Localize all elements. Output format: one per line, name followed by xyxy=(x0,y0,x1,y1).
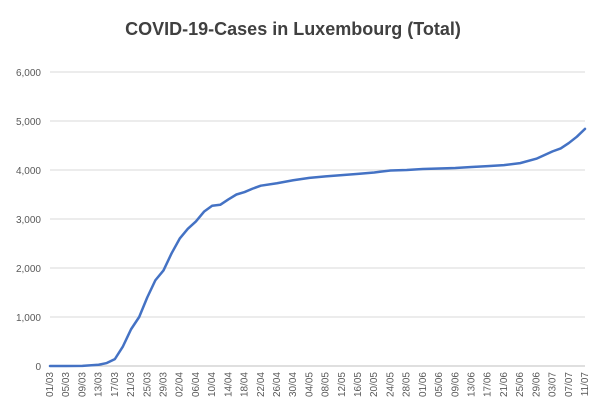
x-tick-label: 26/04 xyxy=(272,372,283,397)
x-tick-label: 17/06 xyxy=(483,372,494,397)
x-tick-label: 14/04 xyxy=(223,372,234,397)
x-tick-label: 25/03 xyxy=(142,372,153,397)
y-tick-label: 3,000 xyxy=(16,215,41,226)
x-tick-label: 21/06 xyxy=(499,372,510,397)
series-line xyxy=(48,127,587,368)
x-tick-label: 12/05 xyxy=(337,372,348,397)
x-tick-label: 30/04 xyxy=(288,372,299,397)
x-tick-label: 07/07 xyxy=(564,372,575,397)
x-tick-label: 09/03 xyxy=(77,372,88,397)
x-axis-tick-labels: 01/03 05/03 09/03 13/03 17/03 21/03 25/03 29/03… xyxy=(45,372,591,397)
x-tick-label: 24/05 xyxy=(385,372,396,397)
x-tick-label: 01/06 xyxy=(418,372,429,397)
x-tick-label: 08/05 xyxy=(321,372,332,397)
x-tick-label: 16/05 xyxy=(353,372,364,397)
gridlines xyxy=(50,71,585,318)
x-tick-label: 05/03 xyxy=(61,372,72,397)
y-tick-label: 2,000 xyxy=(16,264,41,275)
x-tick-label: 03/07 xyxy=(548,372,559,397)
y-axis-tick-labels: 0 1,000 2,000 3,000 4,000 5,000 6,000 xyxy=(16,68,41,373)
y-tick-label: 5,000 xyxy=(16,117,41,128)
y-tick-label: 0 xyxy=(35,362,41,373)
x-tick-label: 11/07 xyxy=(580,372,591,397)
x-tick-label: 29/03 xyxy=(158,372,169,397)
x-tick-label: 13/06 xyxy=(467,372,478,397)
x-tick-label: 18/04 xyxy=(240,372,251,397)
y-tick-label: 4,000 xyxy=(16,166,41,177)
y-tick-label: 1,000 xyxy=(16,313,41,324)
y-tick-label: 6,000 xyxy=(16,68,41,79)
x-tick-label: 02/04 xyxy=(175,372,186,397)
x-tick-label: 21/03 xyxy=(126,372,137,397)
x-tick-label: 13/03 xyxy=(94,372,105,397)
x-tick-label: 28/05 xyxy=(402,372,413,397)
x-tick-label: 10/04 xyxy=(207,372,218,397)
x-tick-label: 06/04 xyxy=(191,372,202,397)
x-tick-label: 25/06 xyxy=(515,372,526,397)
x-tick-label: 20/05 xyxy=(369,372,380,397)
x-tick-label: 04/05 xyxy=(304,372,315,397)
x-tick-label: 29/06 xyxy=(531,372,542,397)
x-tick-label: 09/06 xyxy=(450,372,461,397)
x-tick-label: 05/06 xyxy=(434,372,445,397)
chart-title: COVID-19-Cases in Luxembourg (Total) xyxy=(125,19,461,39)
x-tick-label: 17/03 xyxy=(110,372,121,397)
x-tick-label: 22/04 xyxy=(256,372,267,397)
x-tick-label: 01/03 xyxy=(45,372,56,397)
